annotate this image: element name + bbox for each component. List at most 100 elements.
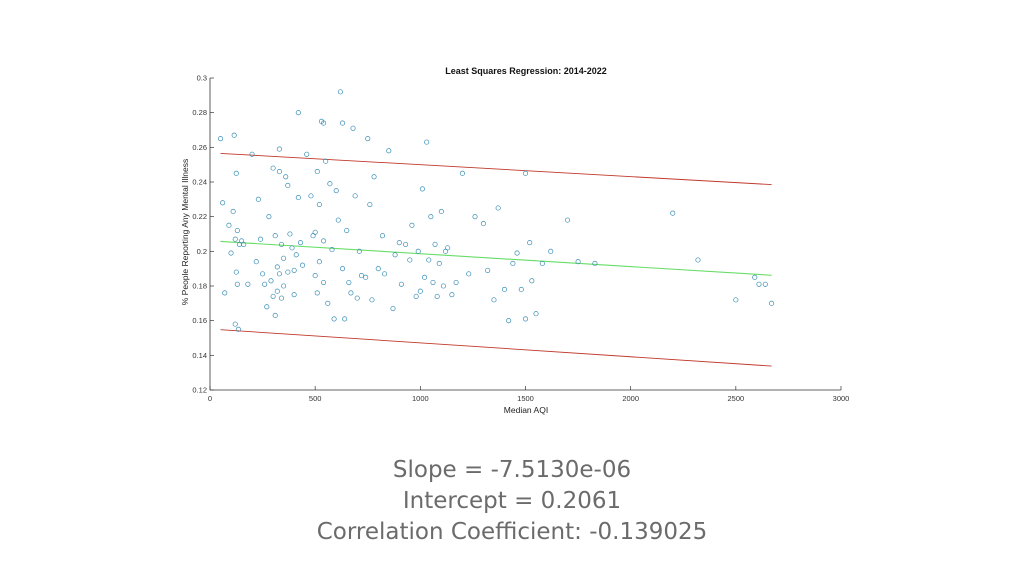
data-point [506,318,512,324]
data-point [375,266,381,272]
data-point [323,158,329,164]
data-point [510,260,516,267]
data-point [339,266,346,272]
data-point [522,316,529,322]
data-point [390,305,396,312]
data-point [217,136,224,142]
data-point [233,170,239,176]
data-point [276,146,282,152]
data-point [434,293,440,299]
x-tick-label: 2000 [622,394,639,403]
data-point [321,279,327,286]
regression-stats: Slope = -7.5130e-06 Intercept = 0.2061 C… [0,455,1024,548]
x-tick-label: 0 [208,394,212,403]
data-point [331,316,337,322]
y-tick-label: 0.18 [192,282,207,291]
plot-area: 0 500 1000 1500 2000 2500 3000 0.12 0.14 0.16 0.18… [192,74,849,404]
data-point [283,174,289,180]
data-point [548,248,554,254]
data-point [415,248,421,254]
data-point [314,169,320,175]
y-tick-label: 0.2 [197,247,207,256]
data-point [231,132,237,138]
data-point [276,169,282,175]
intercept-text: Intercept = 0.2061 [402,488,622,514]
data-point [426,257,432,263]
data-point [352,193,358,199]
data-point [272,233,278,239]
data-point [436,260,442,267]
chart-title: Least Squares Regression: 2014-2022 [445,66,607,76]
data-point [234,227,240,234]
data-point [421,274,428,280]
data-point [495,205,501,211]
data-point [371,174,377,180]
data-point [281,255,287,261]
data-point [575,259,581,265]
data-point [379,233,386,239]
data-point [270,293,276,299]
data-point [333,188,339,194]
data-point [430,279,436,286]
data-point [419,186,425,192]
y-tick-label: 0.14 [192,351,207,360]
fit-line [220,240,772,276]
data-point [409,222,415,228]
data-point [327,181,333,187]
data-point [733,297,739,303]
data-point [358,273,364,279]
data-point [285,269,291,275]
data-point [278,241,285,247]
data-point [274,264,280,270]
data-point [565,217,571,223]
data-point [346,279,352,286]
data-point [762,281,768,287]
data-point [266,214,272,220]
data-point [316,201,322,208]
data-point [304,151,310,157]
data-point [312,229,318,235]
data-point [466,271,472,277]
data-point [335,217,341,223]
data-point [278,295,285,301]
data-point [287,231,293,237]
x-tick-label: 1000 [412,394,429,403]
correlation-text: Correlation Coefficient: -0.139025 [316,519,708,545]
data-point [257,236,264,242]
data-point [281,283,287,289]
data-point [518,286,524,293]
data-point [222,290,228,296]
data-point [514,250,520,256]
data-point [220,200,226,206]
data-point [695,257,701,263]
data-point [398,281,404,287]
data-point [295,195,301,201]
data-point [670,210,676,216]
data-point [291,267,297,273]
data-point [592,260,598,267]
data-point [369,297,375,303]
data-point [449,292,455,298]
data-point [386,148,392,154]
data-point [233,269,239,275]
y-tick-label: 0.24 [192,178,207,187]
data-point [299,262,306,268]
data-point [480,221,486,227]
data-point [491,297,497,303]
data-point [344,227,350,234]
data-point [270,165,276,171]
data-point [403,241,409,247]
data-point [264,304,270,310]
data-point [356,248,362,254]
data-point [228,250,234,256]
data-point [230,208,236,215]
data-point [354,295,360,301]
data-point [321,238,327,244]
data-point [262,281,268,287]
data-point [276,271,282,277]
data-point [245,281,251,287]
data-point [417,288,423,294]
data-point [232,321,238,327]
y-tick-label: 0.12 [192,386,207,395]
